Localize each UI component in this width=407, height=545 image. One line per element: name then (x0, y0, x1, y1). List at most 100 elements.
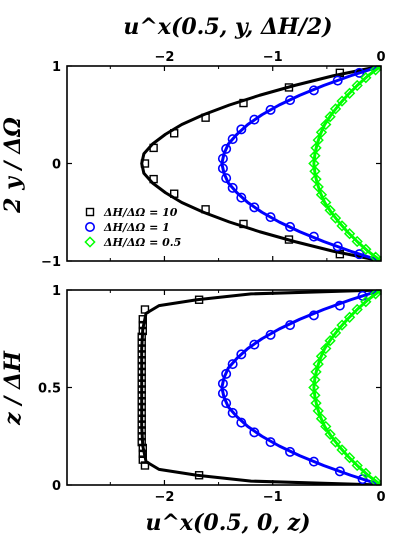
series-2-marker (312, 134, 324, 146)
series-2-marker (343, 87, 356, 99)
series-2-marker (312, 405, 324, 417)
series-2-marker (360, 72, 372, 84)
series-2-marker (315, 126, 328, 138)
y-tick-label: 1 (52, 60, 61, 75)
series-0-marker (201, 113, 210, 122)
legend: ΔH/ΔΩ = 10 ΔH/ΔΩ = 1 ΔH/ΔΩ = 0.5 (84, 206, 181, 249)
x-tick-label: 0 (376, 490, 385, 505)
series-1-marker (227, 134, 238, 145)
series-2-marker (329, 327, 342, 339)
series-2-marker (309, 374, 321, 386)
series-2-marker (310, 142, 322, 154)
series-2-marker (336, 220, 348, 232)
series-0-marker (137, 356, 146, 365)
series-0-marker (137, 408, 146, 418)
top-axis-title: u^x(0.5, y, ΔH/2) (123, 14, 332, 40)
series-line-0 (140, 66, 381, 261)
series-0-marker (138, 443, 147, 453)
bottom-x-axis-label: u^x(0.5, 0, z) (145, 510, 310, 536)
series-2-marker (360, 243, 372, 255)
series-2-marker (320, 342, 332, 355)
series-1-marker (308, 456, 319, 467)
series-2-marker (308, 157, 320, 170)
series-1-marker (221, 368, 232, 379)
series-2-marker (351, 79, 363, 92)
series-2-marker (343, 228, 356, 240)
series-0-marker (137, 367, 146, 377)
series-2-marker (320, 420, 332, 433)
series-0-marker (138, 449, 147, 458)
series-1-marker (285, 320, 296, 331)
bottom-y-axis-label: z / ΔH (0, 350, 26, 426)
series-0-marker (194, 295, 204, 304)
series-0-marker (140, 305, 150, 314)
series-1-marker (265, 104, 276, 115)
series-1-marker (249, 427, 260, 438)
series-1-marker (265, 437, 276, 448)
series-line-1 (220, 66, 381, 261)
series-1-marker (285, 95, 296, 106)
top-plot: −2 −1 0 −1 0 1 (41, 50, 385, 270)
series-1-marker (236, 192, 247, 203)
series-1-marker (217, 153, 228, 164)
series-2-marker (309, 389, 321, 401)
y-tick-label: 0 (52, 479, 61, 494)
legend-marker (85, 207, 95, 217)
series-1-marker (308, 85, 319, 96)
series-0-marker (137, 391, 146, 400)
series-1-marker (221, 398, 232, 409)
y-tick-label: 0.5 (38, 382, 61, 397)
legend-label: ΔH/ΔΩ = 0.5 (103, 236, 181, 249)
series-0-marker (137, 338, 146, 347)
series-2-marker (324, 204, 336, 216)
legend-marker (84, 236, 96, 248)
series-2-marker (369, 290, 381, 300)
series-1-marker (227, 407, 238, 418)
series-2-marker (315, 413, 328, 425)
x-tick-label: 0 (376, 50, 385, 65)
series-1-marker (332, 75, 343, 86)
series-2-marker (369, 66, 381, 76)
series-0-marker (194, 471, 204, 480)
series-0-marker (137, 437, 146, 447)
series-0-marker (137, 396, 146, 406)
series-0-marker (137, 361, 146, 371)
series-2-marker (320, 118, 332, 131)
series-2-marker (315, 189, 328, 201)
series-1-marker (265, 329, 276, 340)
series-0-marker (138, 455, 147, 464)
bottom-plot: −2 −1 0 0 0.5 1 (38, 284, 386, 505)
series-0-marker (137, 432, 146, 441)
series-0-marker (137, 373, 146, 382)
series-0-marker (284, 83, 294, 92)
series-1-marker (227, 182, 238, 193)
y-tick-label: −1 (41, 255, 61, 270)
series-2-marker (329, 212, 342, 224)
series-1-marker (249, 114, 260, 125)
series-1-marker (308, 310, 319, 321)
series-0-marker (137, 420, 146, 429)
x-tick-label: −2 (154, 490, 174, 505)
series-0-marker (149, 174, 158, 184)
series-1-marker (236, 417, 247, 428)
series-2-marker (310, 173, 322, 185)
series-line-1 (220, 290, 381, 485)
series-0-marker (140, 159, 150, 168)
series-1-marker (227, 359, 238, 370)
x-tick-label: −1 (263, 490, 283, 505)
series-2-marker (308, 381, 320, 394)
series-2-marker (369, 475, 381, 485)
series-1-marker (332, 241, 343, 252)
series-1-marker (285, 221, 296, 232)
series-0-marker (138, 326, 147, 336)
series-2-marker (336, 444, 348, 456)
series-2-marker (324, 335, 336, 347)
series-1-marker (217, 378, 228, 389)
series-1-marker (217, 163, 228, 174)
series-1-marker (249, 339, 260, 350)
y-tick-label: 0 (52, 158, 61, 173)
series-2-marker (329, 103, 342, 115)
legend-label: ΔH/ΔΩ = 1 (103, 221, 170, 234)
series-2-marker (309, 150, 321, 162)
